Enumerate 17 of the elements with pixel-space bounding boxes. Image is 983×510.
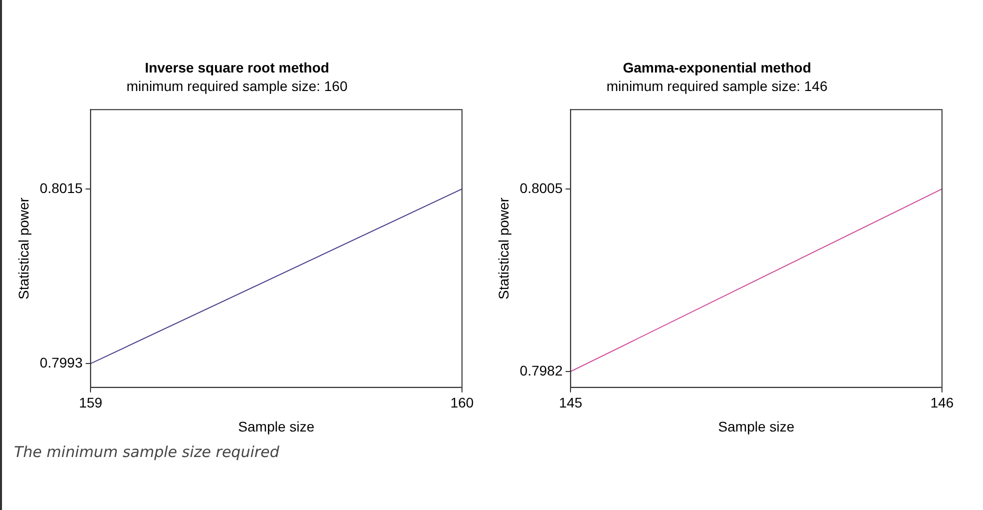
x-tick-label: 145 [558,394,583,411]
y-tick-label: 0.7982 [520,362,563,378]
chart-subtitle: minimum required sample size: 160 [126,78,348,94]
chart-title: Inverse square root method [144,59,330,76]
x-tick-label: 160 [450,394,474,411]
y-tick-label: 0.8015 [40,180,83,196]
y-tick-label: 0.8005 [520,180,563,196]
x-axis-title: Sample size [718,418,795,434]
x-axis-title: Sample size [238,418,315,434]
y-axis-title: Statistical power [495,197,512,300]
y-axis-title: Statistical power [15,197,32,300]
x-tick-label: 159 [78,394,103,411]
text: The minimum sample size required [14,443,280,461]
y-tick-label: 0.7993 [40,354,83,370]
chart-subtitle: minimum required sample size: 146 [606,78,828,94]
x-tick-label: 146 [930,394,954,411]
chart-title: Gamma-exponential method [622,59,812,76]
